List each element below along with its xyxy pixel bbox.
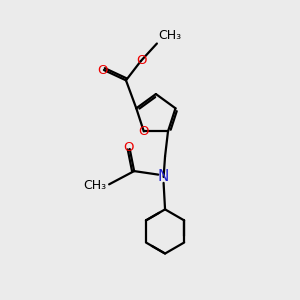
Text: N: N xyxy=(158,169,169,184)
Text: O: O xyxy=(124,141,134,154)
Text: CH₃: CH₃ xyxy=(158,29,182,42)
Text: O: O xyxy=(97,64,108,76)
Text: O: O xyxy=(136,54,147,67)
Text: O: O xyxy=(138,125,148,138)
Text: CH₃: CH₃ xyxy=(83,179,106,192)
